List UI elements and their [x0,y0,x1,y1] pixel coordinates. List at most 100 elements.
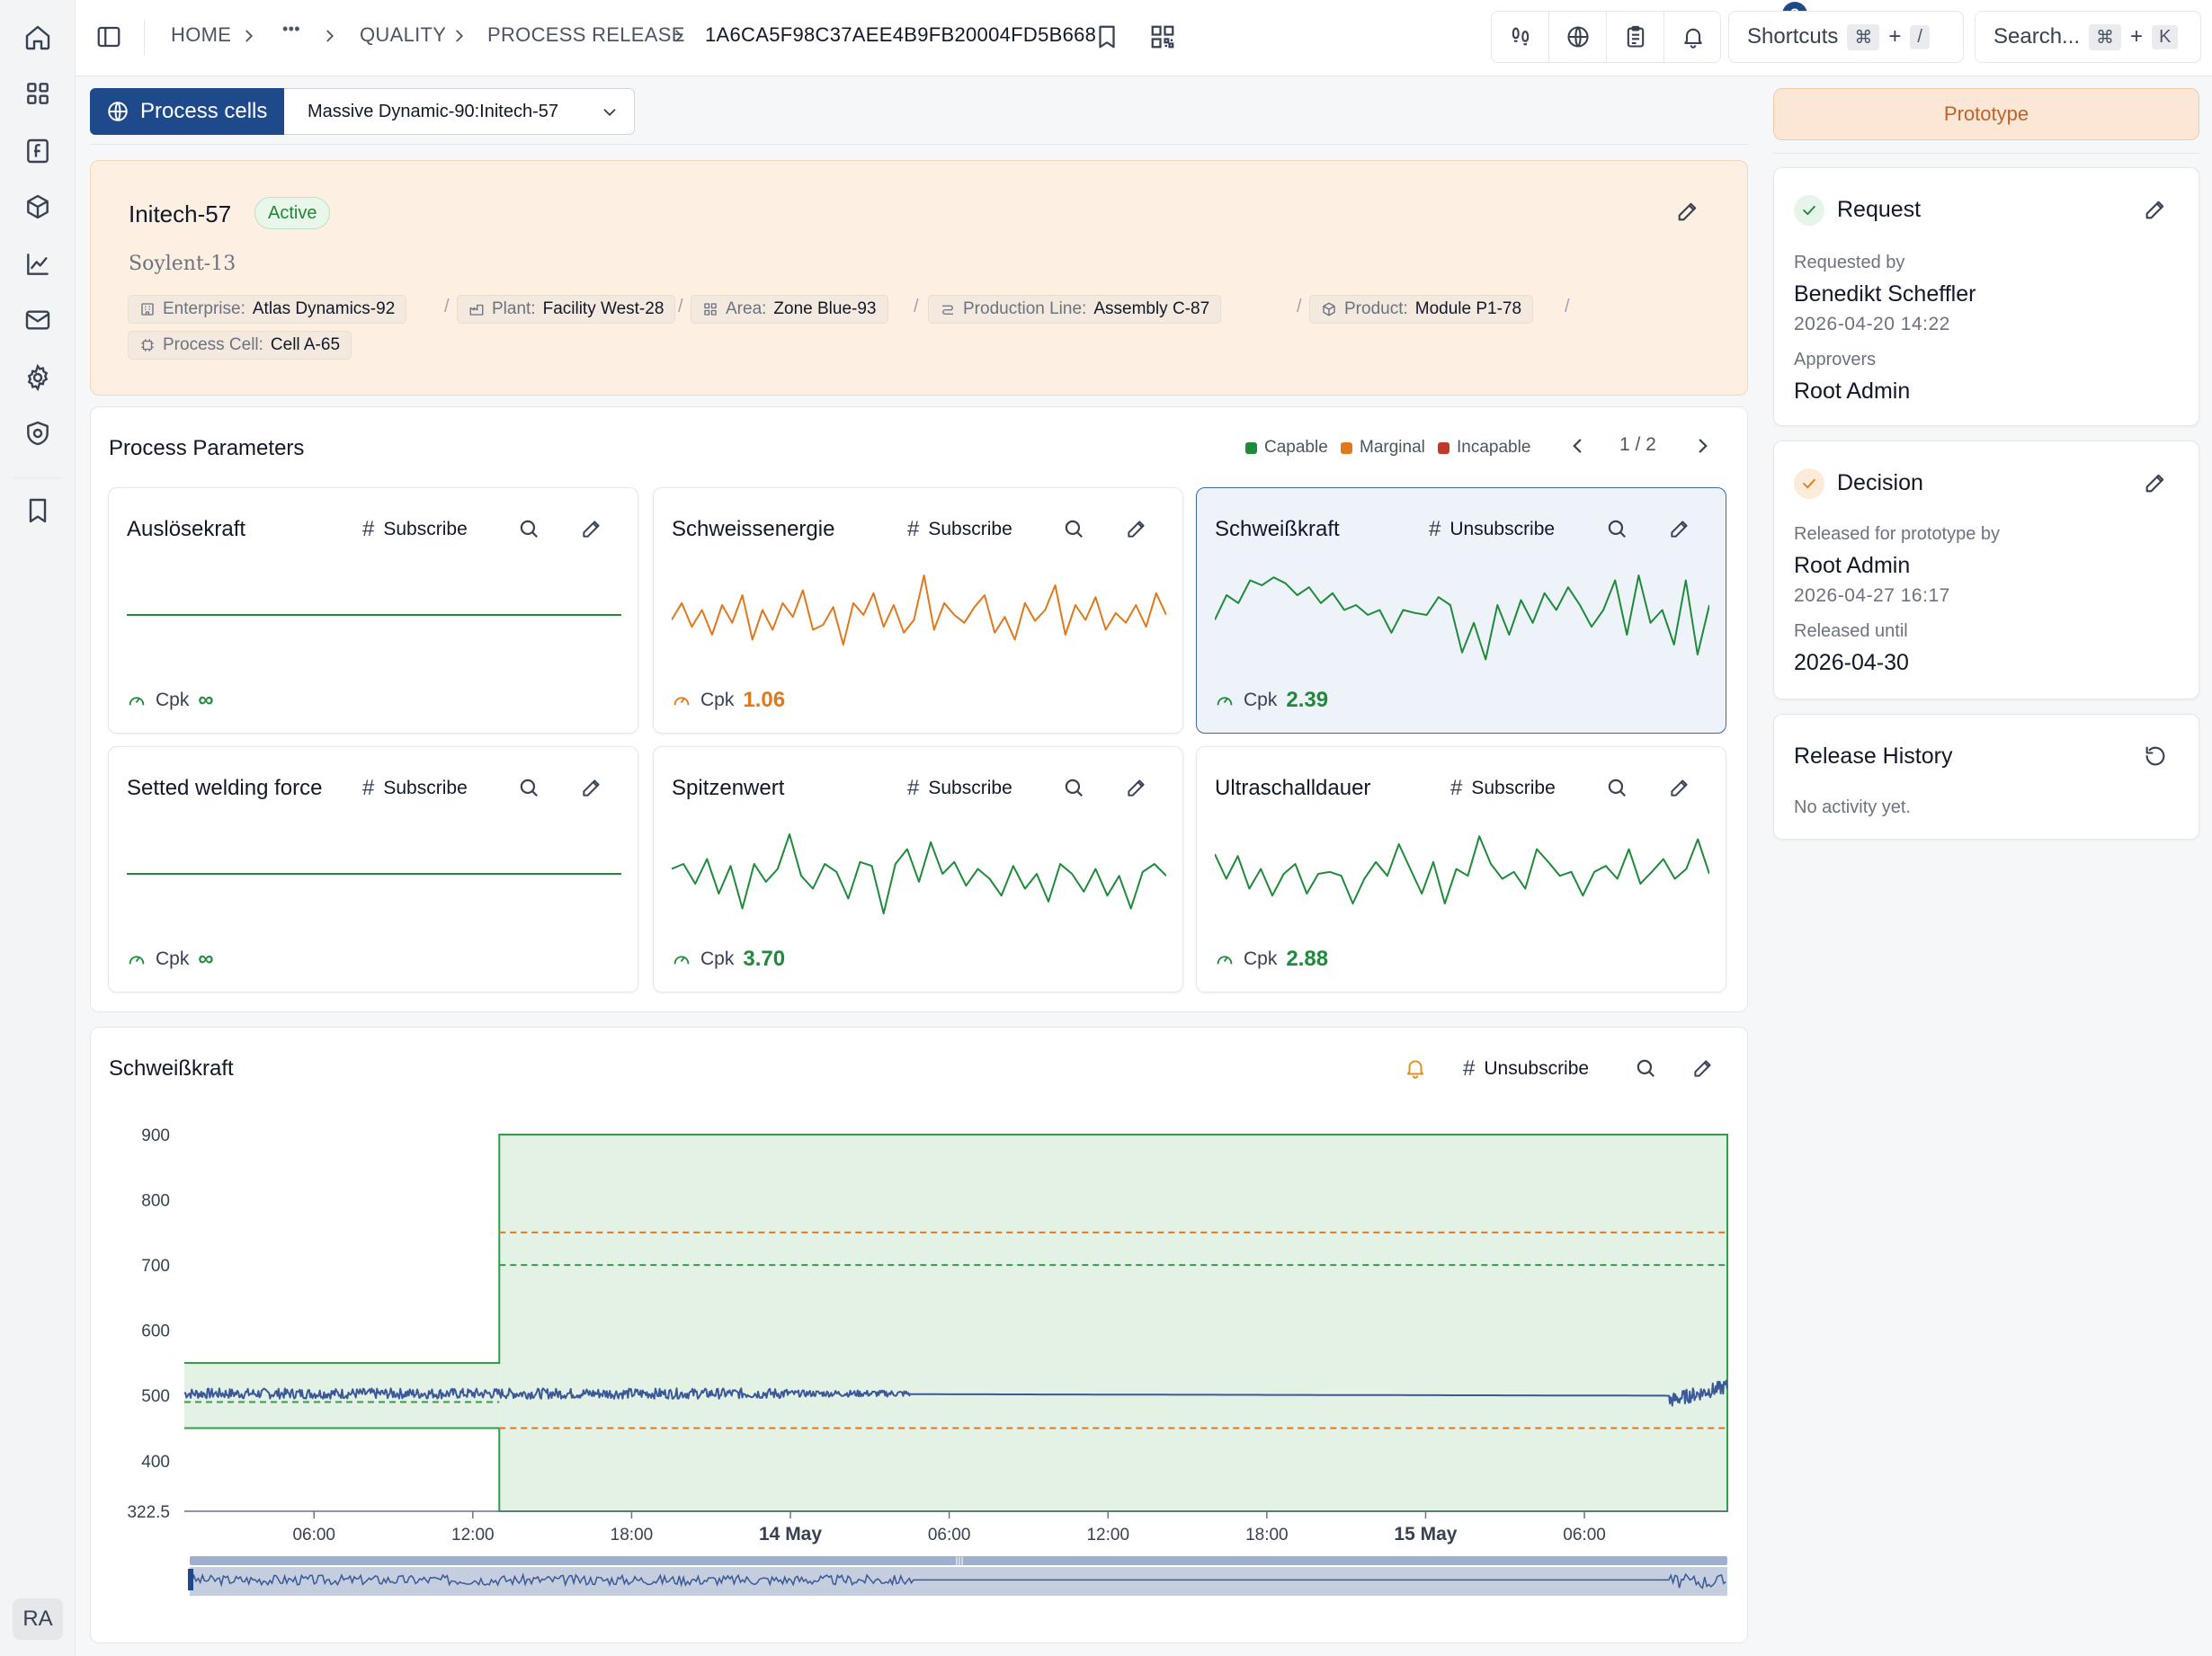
breadcrumb-quality[interactable]: QUALITY [360,23,447,46]
search-icon[interactable] [1605,776,1628,799]
shortcuts-button[interactable]: Shortcuts ⌘ + / [1728,11,1964,63]
subscribe-button[interactable]: # Subscribe [362,517,468,541]
edit-icon[interactable] [1125,776,1148,799]
y-tick-label: 322.5 [127,1503,170,1522]
breadcrumb-home[interactable]: HOME [171,23,232,46]
search-key-k: K [2152,24,2179,49]
mail-icon[interactable] [23,306,52,334]
gauge-icon [1215,690,1235,710]
edit-icon[interactable] [1675,199,1700,224]
x-tick-label: 15 May [1394,1524,1457,1545]
edit-icon[interactable] [1691,1056,1715,1080]
parameter-card[interactable]: Ultraschalldauer # Subscribe Cpk 2.88 [1196,746,1726,993]
process-cells-button[interactable]: Process cells [90,88,284,135]
edit-icon[interactable] [2143,470,2168,495]
subscribe-button[interactable]: # Subscribe [907,517,1012,541]
language-button[interactable] [1549,12,1607,62]
cpk-value: 1.06 [743,688,786,712]
edit-icon[interactable] [1125,517,1148,540]
edit-icon[interactable] [1668,517,1691,540]
hierarchy-chip[interactable]: Plant: Facility West-28 [457,295,676,324]
y-tick-label: 500 [141,1387,170,1406]
search-icon[interactable] [1634,1056,1657,1080]
chart-line-icon[interactable] [23,250,52,279]
bell-icon[interactable] [1404,1056,1427,1080]
search-icon[interactable] [1062,776,1085,799]
qr-code-icon[interactable] [1149,23,1176,50]
cube-icon[interactable] [23,192,52,221]
breadcrumb-process-release[interactable]: PROCESS RELEASE [487,23,685,46]
edit-icon[interactable] [1668,776,1691,799]
parameter-name: Schweißkraft [1215,517,1340,541]
navigator-handle[interactable] [188,1569,193,1590]
x-tick-label: 12:00 [1086,1526,1129,1545]
cpk-indicator: Cpk ∞ [127,688,213,713]
function-icon[interactable] [23,137,52,165]
hierarchy-chip[interactable]: Area: Zone Blue-93 [691,295,888,324]
gear-icon[interactable] [23,363,52,392]
hierarchy-chip[interactable]: Product: Module P1-78 [1309,295,1534,324]
edit-icon[interactable] [580,776,603,799]
released-by-value: Root Admin [1794,553,1911,578]
unsubscribe-button[interactable]: # Unsubscribe [1463,1056,1590,1081]
requested-by-label: Requested by [1794,253,1905,272]
gauge-icon [127,690,147,710]
parameter-name: Schweissenergie [672,517,835,541]
hierarchy-chip[interactable]: Production Line: Assembly C-87 [928,295,1222,324]
y-tick-label: 600 [141,1322,170,1341]
parameter-card[interactable]: Schweißkraft # Unsubscribe Cpk 2.39 [1196,487,1726,734]
subscribe-button[interactable]: # Subscribe [907,776,1012,800]
factory-icon [468,301,485,317]
search-icon[interactable] [1062,517,1085,540]
edit-icon[interactable] [580,517,603,540]
approvers-value: Root Admin [1794,378,1911,404]
prev-page-icon[interactable] [1565,434,1589,458]
subscribe-button[interactable]: # Subscribe [362,776,468,800]
sidebar-toggle-icon[interactable] [95,23,122,50]
edit-icon[interactable] [2143,197,2168,222]
home-icon[interactable] [23,23,52,52]
process-cell-select[interactable]: Massive Dynamic-90:Initech-57 [284,88,635,135]
sparkline [1215,574,1709,661]
search-icon[interactable] [517,517,540,540]
search-icon[interactable] [517,776,540,799]
shortcuts-plus: + [1888,24,1902,49]
search-button[interactable]: Search... ⌘ + K [1975,11,2201,63]
notifications-button[interactable] [1664,12,1722,62]
shortcuts-key-cmd: ⌘ [1847,23,1880,50]
dashboard-icon[interactable] [23,79,52,108]
shield-icon[interactable] [23,419,52,448]
next-page-icon[interactable] [1691,434,1715,458]
section-title: Process Parameters [109,436,305,460]
released-by-label: Released for prototype by [1794,524,2001,544]
search-key-cmd: ⌘ [2089,23,2122,50]
bookmark-icon[interactable] [1093,23,1120,50]
breadcrumb-ellipsis[interactable]: ••• [282,20,300,38]
parameter-card[interactable]: Setted welding force # Subscribe Cpk ∞ [108,746,638,993]
gauge-icon [672,949,691,969]
range-scrollbar[interactable] [190,1556,1727,1565]
bookmark-icon[interactable] [23,496,52,525]
parameter-card[interactable]: Auslösekraft # Subscribe Cpk ∞ [108,487,638,734]
avatar[interactable]: RA [13,1598,63,1640]
hierarchy-chip[interactable]: Process Cell: Cell A-65 [128,331,352,360]
parameter-card[interactable]: Schweissenergie # Subscribe Cpk 1.06 [653,487,1183,734]
parameter-card[interactable]: Spitzenwert # Subscribe Cpk 3.70 [653,746,1183,993]
hierarchy-chip[interactable]: Enterprise: Atlas Dynamics-92 [128,295,407,324]
sparkline-series [1215,574,1709,661]
schweisskraft-chart[interactable]: 900 800 700 600 500 400 322.5 06:00 12:00 18:00 14… [91,1028,1749,1644]
clipboard-button[interactable] [1607,12,1664,62]
subscribe-button[interactable]: # Unsubscribe [1429,517,1556,541]
status-badge: Active [254,197,331,229]
prototype-badge: Prototype [1773,88,2199,140]
chip-separator: / [678,297,683,316]
x-tick-label: 06:00 [1563,1526,1606,1545]
chip-separator: / [1565,297,1570,316]
search-icon[interactable] [1605,517,1628,540]
footprints-icon [1508,24,1533,49]
footprints-button[interactable] [1492,12,1549,62]
building-icon [139,301,156,317]
chevron-right-icon [669,26,689,46]
subscribe-button[interactable]: # Subscribe [1450,776,1556,800]
refresh-icon[interactable] [2143,743,2168,769]
